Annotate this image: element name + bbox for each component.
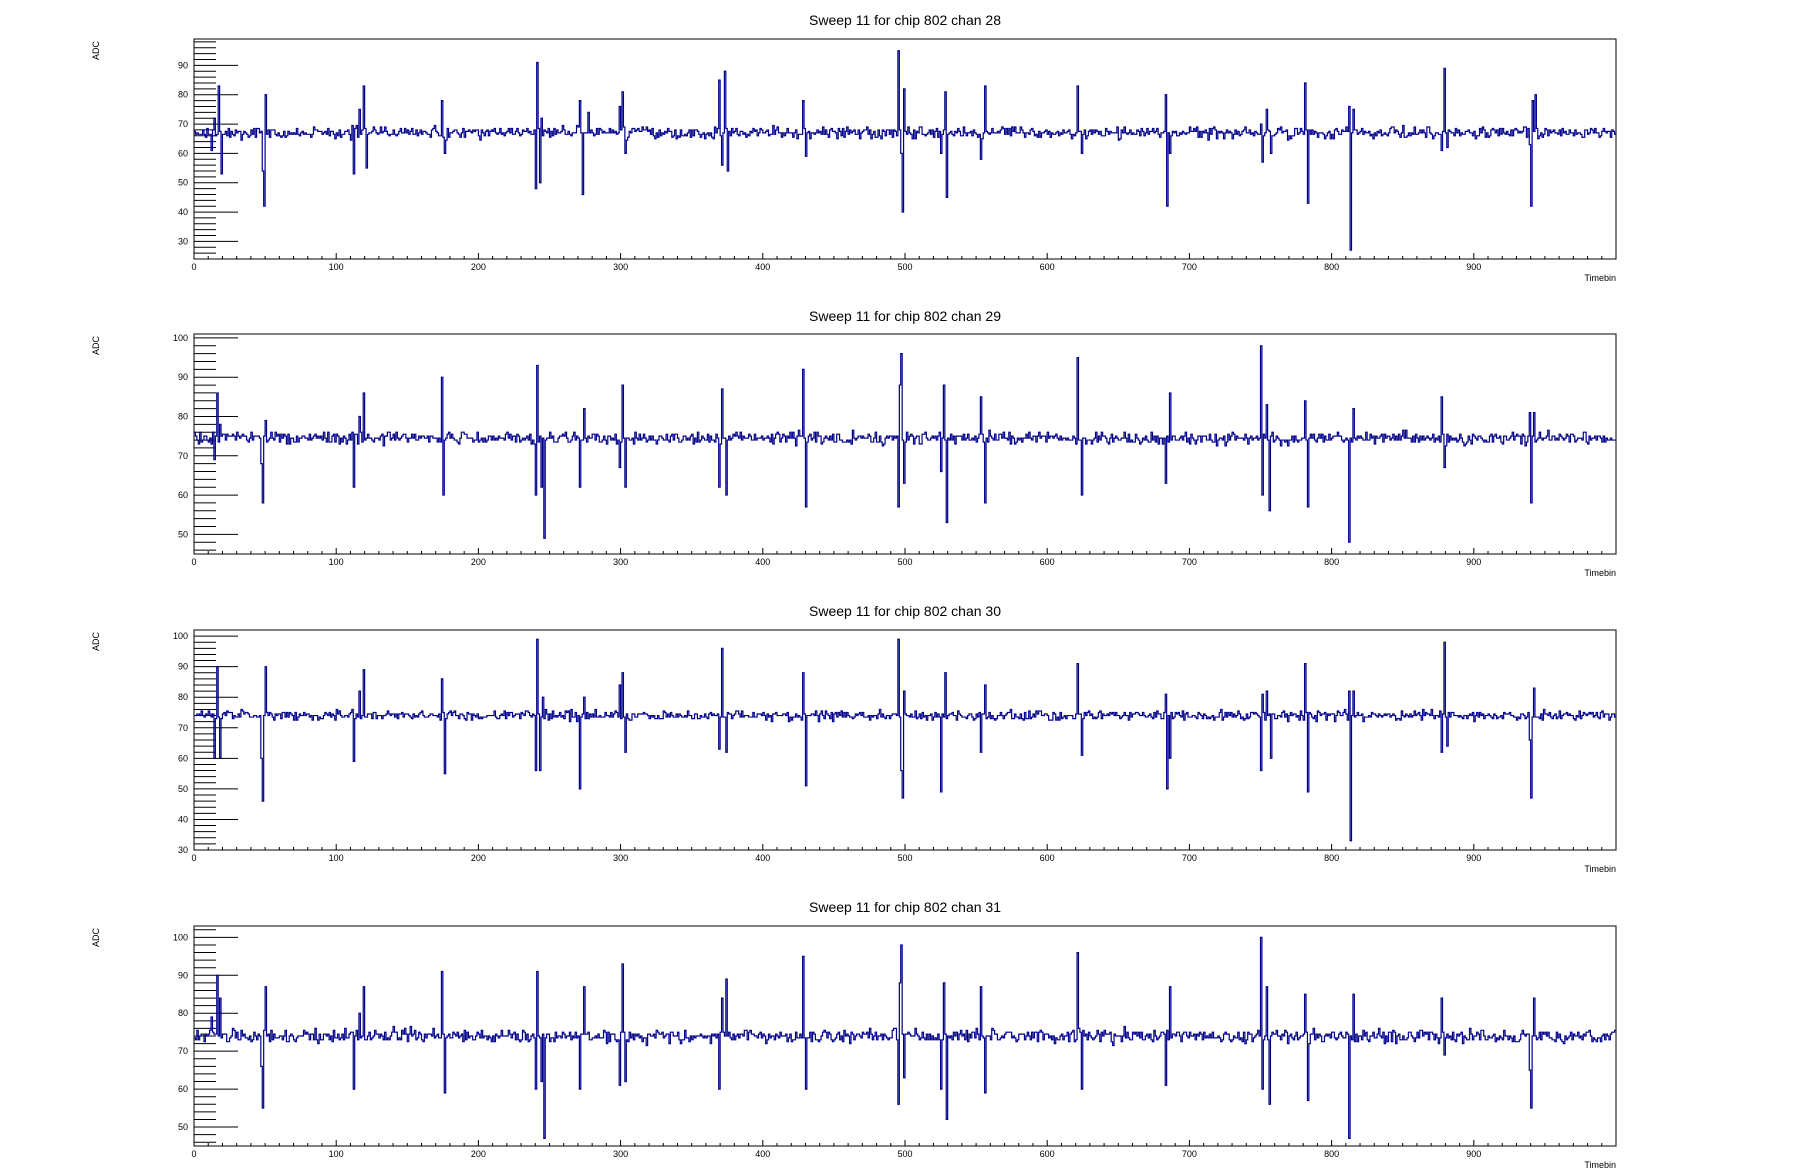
y-tick-label: 80 xyxy=(178,1008,188,1018)
x-tick-label: 900 xyxy=(1466,1149,1481,1159)
x-tick-label: 200 xyxy=(471,262,486,272)
y-tick-label: 30 xyxy=(178,845,188,855)
y-tick-label: 60 xyxy=(178,753,188,763)
x-tick-label: 100 xyxy=(329,853,344,863)
x-tick-label: 100 xyxy=(329,262,344,272)
y-tick-label: 80 xyxy=(178,412,188,422)
x-tick-label: 400 xyxy=(755,853,770,863)
x-tick-label: 500 xyxy=(897,262,912,272)
y-tick-label: 30 xyxy=(178,236,188,246)
adc-series-line xyxy=(194,50,1616,251)
x-tick-label: 0 xyxy=(191,853,196,863)
x-tick-label: 300 xyxy=(613,853,628,863)
x-axis-label: Timebin xyxy=(1584,568,1616,578)
y-tick-label: 100 xyxy=(173,333,188,343)
y-tick-label: 60 xyxy=(178,148,188,158)
y-tick-label: 70 xyxy=(178,723,188,733)
chart-title: Sweep 11 for chip 802 chan 31 xyxy=(809,899,1001,915)
x-tick-label: 800 xyxy=(1324,1149,1339,1159)
chart-panel-1: Sweep 11 for chip 802 chan 29 ADC Timebin 5… xyxy=(91,308,1617,578)
adc-series-line xyxy=(194,345,1616,543)
x-tick-label: 500 xyxy=(897,853,912,863)
y-tick-label: 80 xyxy=(178,692,188,702)
chart-panel-3: Sweep 11 for chip 802 chan 31 ADC Timebin 5… xyxy=(91,899,1617,1170)
y-axis-label: ADC xyxy=(91,41,101,61)
y-tick-label: 90 xyxy=(178,372,188,382)
y-tick-label: 50 xyxy=(178,1122,188,1132)
x-axis-label: Timebin xyxy=(1584,1160,1616,1170)
x-tick-label: 400 xyxy=(755,557,770,567)
y-tick-label: 40 xyxy=(178,814,188,824)
y-tick-label: 60 xyxy=(178,490,188,500)
x-tick-label: 200 xyxy=(471,557,486,567)
x-tick-label: 600 xyxy=(1040,557,1055,567)
y-tick-label: 50 xyxy=(178,178,188,188)
x-tick-label: 700 xyxy=(1182,1149,1197,1159)
y-tick-label: 90 xyxy=(178,970,188,980)
y-tick-label: 70 xyxy=(178,119,188,129)
x-tick-label: 0 xyxy=(191,557,196,567)
x-tick-label: 200 xyxy=(471,1149,486,1159)
x-tick-label: 600 xyxy=(1040,262,1055,272)
y-tick-label: 90 xyxy=(178,662,188,672)
x-tick-label: 300 xyxy=(613,557,628,567)
x-tick-label: 100 xyxy=(329,1149,344,1159)
x-tick-label: 600 xyxy=(1040,853,1055,863)
x-tick-label: 0 xyxy=(191,262,196,272)
x-tick-label: 300 xyxy=(613,1149,628,1159)
chart-title: Sweep 11 for chip 802 chan 29 xyxy=(809,308,1001,324)
x-tick-label: 0 xyxy=(191,1149,196,1159)
chart-panel-0: Sweep 11 for chip 802 chan 28 ADC Timebin 3… xyxy=(91,12,1617,283)
x-tick-label: 900 xyxy=(1466,557,1481,567)
x-tick-label: 100 xyxy=(329,557,344,567)
x-tick-label: 500 xyxy=(897,557,912,567)
chart-title: Sweep 11 for chip 802 chan 28 xyxy=(809,12,1001,28)
x-tick-label: 900 xyxy=(1466,262,1481,272)
chart-panel-2: Sweep 11 for chip 802 chan 30 ADC Timebin 3… xyxy=(91,603,1617,874)
x-tick-label: 800 xyxy=(1324,262,1339,272)
x-tick-label: 300 xyxy=(613,262,628,272)
x-axis-label: Timebin xyxy=(1584,864,1616,874)
x-tick-label: 700 xyxy=(1182,853,1197,863)
x-tick-label: 800 xyxy=(1324,853,1339,863)
x-axis-label: Timebin xyxy=(1584,273,1616,283)
y-tick-label: 50 xyxy=(178,529,188,539)
y-tick-label: 100 xyxy=(173,631,188,641)
y-tick-label: 70 xyxy=(178,451,188,461)
x-tick-label: 400 xyxy=(755,262,770,272)
x-tick-label: 700 xyxy=(1182,557,1197,567)
y-tick-label: 50 xyxy=(178,784,188,794)
plot-frame xyxy=(193,38,1617,260)
x-tick-label: 900 xyxy=(1466,853,1481,863)
y-axis-label: ADC xyxy=(91,632,101,652)
x-tick-label: 600 xyxy=(1040,1149,1055,1159)
x-tick-label: 400 xyxy=(755,1149,770,1159)
y-tick-label: 100 xyxy=(173,932,188,942)
x-tick-label: 500 xyxy=(897,1149,912,1159)
y-tick-label: 90 xyxy=(178,60,188,70)
y-tick-label: 60 xyxy=(178,1084,188,1094)
y-tick-label: 80 xyxy=(178,90,188,100)
x-tick-label: 700 xyxy=(1182,262,1197,272)
y-axis-label: ADC xyxy=(91,928,101,948)
adc-series-line xyxy=(194,638,1616,842)
x-tick-label: 800 xyxy=(1324,557,1339,567)
y-tick-label: 70 xyxy=(178,1046,188,1056)
y-axis-label: ADC xyxy=(91,336,101,356)
adc-series-line xyxy=(194,936,1616,1140)
plot-frame xyxy=(193,629,1617,851)
y-tick-label: 40 xyxy=(178,207,188,217)
chart-title: Sweep 11 for chip 802 chan 30 xyxy=(809,603,1001,619)
x-tick-label: 200 xyxy=(471,853,486,863)
